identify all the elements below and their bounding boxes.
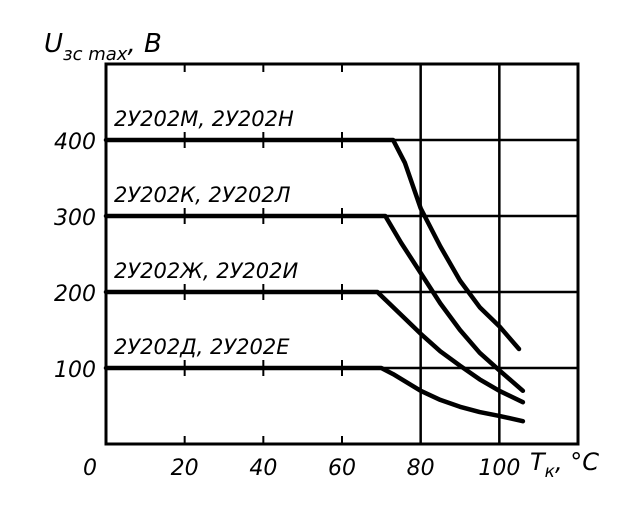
tick-labels: 0 20 40 60 80 100 100 200 300 400 — [54, 130, 520, 481]
series-label: 2У202Д, 2У202Е — [114, 335, 290, 359]
series-labels: 2У202М, 2У202Н 2У202К, 2У202Л 2У202Ж, 2У20… — [114, 107, 298, 359]
y-tick-label: 400 — [54, 130, 96, 155]
y-axis-label: Uзс max, В — [44, 29, 162, 65]
series-label: 2У202М, 2У202Н — [114, 107, 294, 131]
x-tick-label: 20 — [171, 456, 199, 481]
y-tick-label: 100 — [54, 358, 96, 383]
x-tick-label: 40 — [249, 456, 277, 481]
x-tick-label: 80 — [407, 456, 435, 481]
series-line — [103, 137, 522, 352]
series-label: 2У202Ж, 2У202И — [114, 259, 298, 283]
series-label: 2У202К, 2У202Л — [114, 183, 291, 207]
x-axis-label: Tк, °C — [530, 448, 599, 482]
series-line — [103, 213, 526, 394]
x-tick-label: 0 — [83, 456, 97, 481]
series-group — [103, 137, 526, 424]
x-tick-label: 60 — [328, 456, 356, 481]
x-tick-label: 100 — [478, 456, 520, 481]
series-line — [103, 289, 526, 405]
y-tick-label: 300 — [54, 206, 96, 231]
series-line — [103, 365, 526, 424]
y-tick-label: 200 — [54, 282, 96, 307]
